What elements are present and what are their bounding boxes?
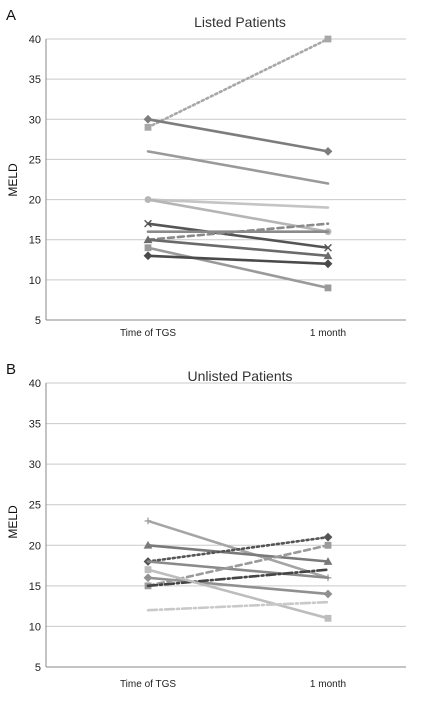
chart-title: Unlisted Patients — [187, 368, 292, 384]
data-point — [323, 532, 333, 542]
y-tick-label: 15 — [29, 235, 41, 247]
x-tick-label: 1 month — [310, 328, 346, 339]
y-tick-label: 10 — [29, 621, 41, 633]
chart-title: Listed Patients — [194, 14, 286, 30]
data-point — [143, 573, 153, 583]
data-point — [324, 35, 332, 43]
data-point — [324, 243, 332, 252]
panel-label: A — [6, 7, 16, 24]
data-point — [144, 123, 152, 131]
series-line — [146, 37, 330, 129]
data-point — [143, 235, 153, 244]
y-tick-label: 20 — [29, 195, 41, 207]
data-point — [144, 219, 152, 228]
x-tick-label: 1 month — [310, 679, 346, 690]
y-tick-label: 30 — [29, 114, 41, 126]
series-line — [146, 600, 330, 612]
y-tick-label: 30 — [29, 459, 41, 471]
panel-label: B — [6, 361, 16, 378]
y-tick-label: 40 — [29, 34, 41, 46]
y-tick-label: 5 — [35, 662, 41, 674]
y-axis-label: MELD — [6, 505, 20, 539]
x-tick-label: Time of TGS — [120, 679, 176, 690]
data-point — [143, 540, 153, 549]
series-line — [146, 568, 330, 588]
series-line — [146, 568, 330, 620]
data-point — [323, 589, 333, 599]
series-line — [146, 543, 330, 563]
data-point — [324, 614, 332, 622]
y-tick-label: 5 — [35, 315, 41, 327]
y-tick-label: 15 — [29, 581, 41, 593]
chart-panel-a: A Listed Patients MELD 5 10 15 20 25 30 35 40 Ti… — [6, 7, 406, 339]
series-line — [146, 543, 330, 588]
y-tick-label: 40 — [29, 378, 41, 390]
data-point — [143, 114, 153, 124]
data-point — [144, 566, 152, 574]
series-line — [146, 254, 330, 266]
series-line — [146, 198, 330, 209]
series-line — [146, 246, 330, 290]
y-tick-label: 10 — [29, 275, 41, 287]
data-point — [323, 251, 333, 260]
series-line — [146, 560, 330, 580]
series-line — [146, 117, 330, 153]
data-point — [324, 541, 332, 549]
y-tick-label: 20 — [29, 540, 41, 552]
y-tick-label: 25 — [29, 500, 41, 512]
series-line — [146, 535, 330, 563]
y-tick-label: 25 — [29, 154, 41, 166]
data-point — [323, 147, 333, 156]
y-tick-label: 35 — [29, 419, 41, 431]
x-tick-label: Time of TGS — [120, 328, 176, 339]
data-point — [323, 259, 333, 269]
data-point — [144, 196, 152, 203]
series-line — [146, 222, 330, 250]
data-point — [323, 557, 333, 565]
data-point — [143, 251, 153, 261]
y-axis-label: MELD — [6, 163, 20, 197]
series-line — [146, 238, 330, 258]
data-point — [324, 284, 332, 292]
series-line — [146, 576, 330, 596]
chart-panel-b: B Unlisted Patients MELD 5 10 15 20 25 30 35 40… — [6, 361, 406, 690]
y-tick-label: 35 — [29, 74, 41, 86]
data-point — [144, 244, 152, 252]
series-line — [146, 222, 330, 242]
series-line — [146, 150, 330, 185]
